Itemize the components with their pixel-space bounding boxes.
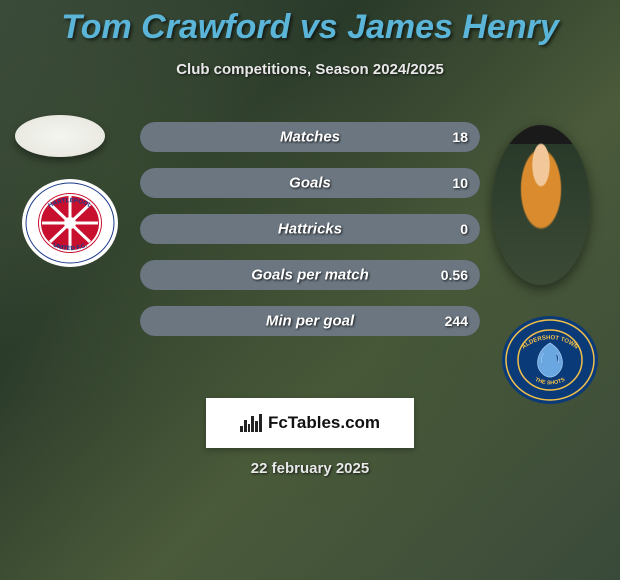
- stat-label: Goals per match: [251, 267, 369, 284]
- stat-row-gpm: Goals per match 0.56: [140, 260, 480, 290]
- stat-row-matches: Matches 18: [140, 122, 480, 152]
- page-subtitle: Club competitions, Season 2024/2025: [0, 61, 620, 78]
- player-right-portrait: [492, 125, 590, 285]
- stat-right-value: 0: [460, 221, 468, 237]
- stat-label: Min per goal: [266, 313, 354, 330]
- stat-right-value: 10: [452, 175, 468, 191]
- club-badge-right: ALDERSHOT TOWN THE SHOTS: [500, 315, 600, 405]
- player-left-portrait: [15, 115, 105, 157]
- page-title: Tom Crawford vs James Henry: [0, 0, 620, 47]
- stat-row-hattricks: Hattricks 0: [140, 214, 480, 244]
- stat-right-value: 244: [445, 313, 468, 329]
- date-text: 22 february 2025: [251, 460, 369, 477]
- stat-label: Hattricks: [278, 221, 342, 238]
- bar-chart-icon: [240, 414, 262, 432]
- stat-row-goals: Goals 10: [140, 168, 480, 198]
- stat-bars: Matches 18 Goals 10 Hattricks 0 Goals pe…: [140, 122, 480, 352]
- watermark-text: FcTables.com: [268, 413, 380, 433]
- stat-right-value: 18: [452, 129, 468, 145]
- stat-right-value: 0.56: [441, 267, 468, 283]
- club-badge-left: HARTLEPOOL UNITED F.C.: [20, 178, 120, 268]
- stat-row-mpg: Min per goal 244: [140, 306, 480, 336]
- stat-label: Goals: [289, 175, 331, 192]
- stat-label: Matches: [280, 129, 340, 146]
- watermark: FcTables.com: [206, 398, 414, 448]
